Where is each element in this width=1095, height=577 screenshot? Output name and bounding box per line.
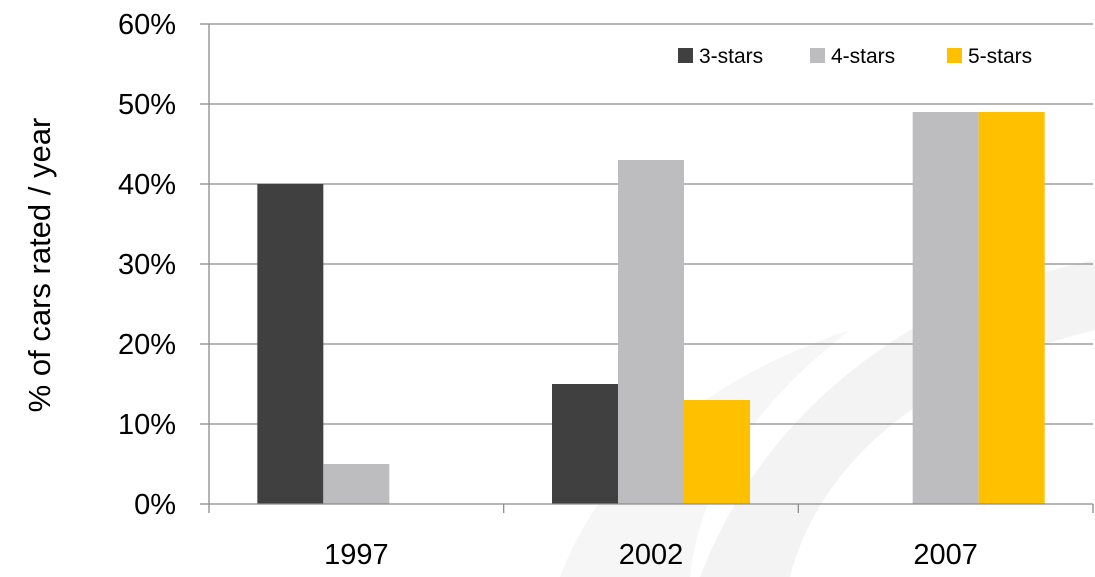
legend-label-3-stars: 3-stars [699,45,763,68]
y-tick-label: 50% [118,89,176,121]
y-tick-label: 30% [118,249,176,281]
axes [200,23,1094,513]
legend-label-5-stars: 5-stars [968,45,1032,68]
bar-5-stars-2002 [684,400,750,504]
legend: 3-stars 4-stars 5-stars [678,45,1032,68]
x-tick-labels: 1997 2002 2007 [324,539,978,571]
y-tick-label: 60% [118,9,176,41]
bar-5-stars-2007 [978,112,1045,504]
bar-4-stars-1997 [323,464,390,504]
y-tick-label: 40% [118,169,176,201]
x-tick-label: 1997 [324,539,389,571]
legend-swatch-4-stars [810,48,825,63]
bar-4-stars-2007 [912,112,979,504]
legend-swatch-3-stars [678,48,693,63]
x-tick-label: 2002 [619,539,684,571]
y-axis-title: % of cars rated / year [22,118,57,413]
y-tick-label: 20% [118,329,176,361]
y-tick-label: 10% [118,409,176,441]
y-tick-labels: 0% 10% 20% 30% 40% 50% 60% [118,9,176,521]
legend-label-4-stars: 4-stars [831,45,895,68]
bar-4-stars-2002 [618,160,684,504]
x-tick-label: 2007 [913,539,978,571]
bar-3-stars-1997 [257,184,324,504]
y-tick-label: 0% [134,489,176,521]
bar-3-stars-2002 [552,384,618,504]
bars [257,112,1045,504]
legend-swatch-5-stars [947,48,962,63]
